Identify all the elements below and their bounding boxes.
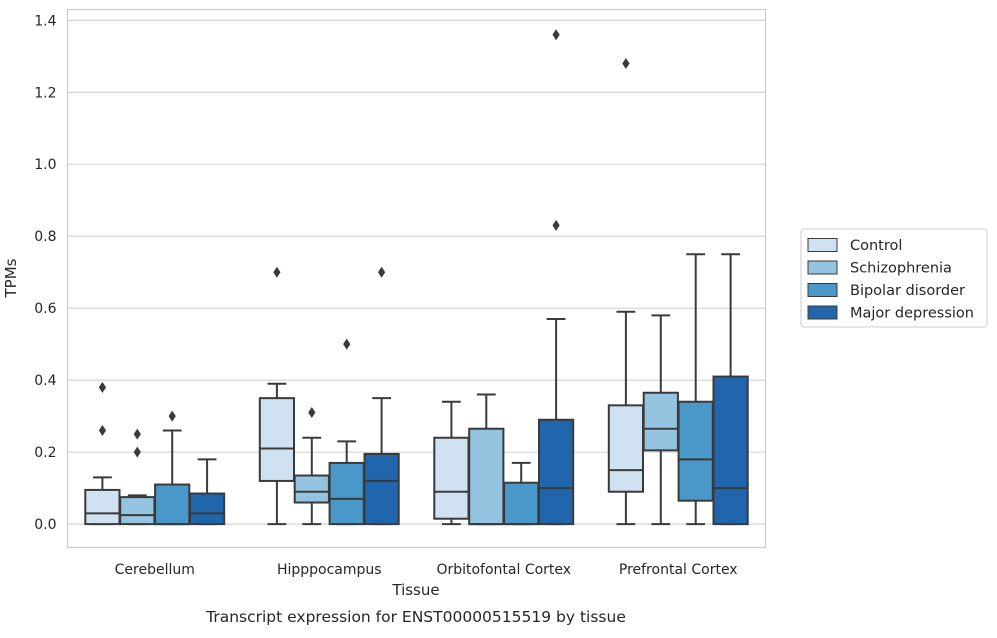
y-tick-label: 1.0	[34, 157, 56, 173]
outlier-point	[622, 57, 630, 69]
box	[363, 452, 400, 526]
legend-swatch	[807, 283, 838, 297]
box	[537, 418, 575, 526]
box-plot	[293, 407, 330, 526]
box-plot	[503, 461, 540, 526]
outlier-point	[552, 219, 560, 231]
box-plots	[84, 29, 749, 526]
y-tick-label: 0.2	[34, 445, 56, 461]
box	[258, 397, 296, 482]
plot-frame	[66, 8, 767, 549]
box	[642, 391, 679, 452]
box-plot	[468, 393, 505, 526]
box-plot	[119, 428, 156, 526]
outlier-point	[343, 338, 351, 350]
outlier-point	[308, 407, 316, 419]
outlier-point	[273, 266, 281, 278]
box	[712, 375, 749, 526]
chart-caption: Transcript expression for ENST0000051551…	[205, 608, 626, 626]
legend-swatch	[807, 238, 838, 252]
legend-label: Bipolar disorder	[850, 283, 965, 299]
box-plot	[642, 314, 679, 526]
box-plot	[712, 253, 749, 526]
box-plot	[607, 57, 645, 526]
box	[503, 481, 540, 526]
box-plot	[537, 29, 575, 526]
box	[328, 461, 365, 526]
y-tick-label: 1.2	[34, 85, 56, 101]
outlier-point	[378, 266, 386, 278]
box	[607, 404, 645, 493]
box	[84, 488, 121, 526]
outlier-point	[168, 410, 176, 422]
box	[119, 496, 156, 526]
y-tick-label: 0.8	[34, 229, 56, 245]
y-axis-label: TPMs	[2, 258, 20, 298]
box	[433, 436, 470, 520]
box	[188, 492, 226, 526]
y-tick-label: 0.6	[34, 301, 56, 317]
box	[468, 427, 505, 526]
y-tick-label: 1.4	[34, 13, 56, 29]
x-tick-labels: Cerebellum Hipppocampus Orbitofontal Corte…	[115, 562, 738, 578]
legend: Control Schizophrenia Bipolar disorder Majo…	[800, 228, 988, 328]
box-plot	[84, 381, 121, 526]
box-plot	[154, 410, 191, 526]
box	[154, 483, 191, 526]
box	[677, 400, 714, 502]
legend-swatch	[807, 305, 838, 320]
legend-label: Schizophrenia	[850, 261, 952, 277]
legend-label: Control	[850, 238, 902, 254]
legend-label: Major depression	[850, 306, 974, 322]
x-tick-label: Orbitofontal Cortex	[436, 562, 571, 578]
y-tick-label: 0.0	[34, 517, 56, 533]
outlier-point	[98, 381, 106, 393]
outlier-point	[133, 446, 141, 458]
outlier-point	[133, 428, 141, 440]
box-plot	[677, 253, 714, 526]
x-tick-label: Prefrontal Cortex	[619, 562, 738, 578]
x-axis-label: Tissue	[391, 581, 439, 599]
legend-frame	[800, 228, 988, 328]
outlier-point	[552, 29, 560, 41]
x-tick-label: Cerebellum	[115, 562, 195, 578]
legend-swatch	[807, 260, 838, 275]
box	[293, 474, 330, 504]
grid-lines	[67, 19, 766, 525]
outlier-point	[98, 425, 106, 437]
box-plot	[258, 266, 296, 526]
x-tick-label: Hipppocampus	[277, 562, 382, 578]
box-plot	[433, 400, 470, 526]
y-tick-label: 0.4	[34, 373, 56, 389]
box-plot	[328, 338, 365, 526]
box-plot	[188, 458, 226, 526]
y-tick-labels: 0.0 0.2 0.4 0.6 0.8 1.0 1.2 1.4	[34, 13, 56, 533]
box-plot	[363, 266, 400, 526]
